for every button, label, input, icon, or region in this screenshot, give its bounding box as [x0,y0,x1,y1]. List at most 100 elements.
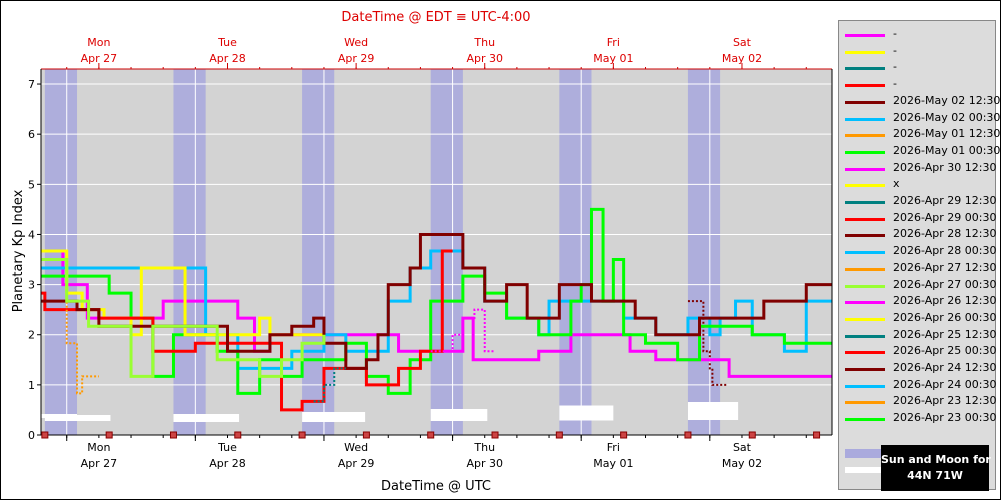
legend-swatch [845,251,885,255]
top-tick-day: Tue [217,36,237,49]
bottom-tick-day: Sat [733,441,752,454]
y-tick-label: 2 [28,329,35,342]
sun-moon-title: Sun and Moon for [881,453,991,466]
series-line [41,232,832,370]
legend-label: 2026-Apr 28 00:30 [893,244,997,258]
legend-label: 2026-Apr 27 00:30 [893,277,997,291]
legend-swatch [845,368,885,371]
y-tick-label: 4 [28,228,35,241]
bottom-marker [105,431,113,439]
legend-label: 2026-Apr 25 12:30 [893,327,997,341]
y-tick-label: 0 [28,429,35,442]
y-tick-label: 6 [28,128,35,141]
sun-moon-bar [687,402,739,420]
legend-label: 2026-Apr 27 12:30 [893,260,997,274]
top-tick-date: May 02 [722,52,762,65]
bottom-tick-day: Mon [87,441,110,454]
legend-label: 2026-Apr 28 12:30 [893,227,997,241]
bottom-tick-date: Apr 27 [81,457,118,470]
legend-swatch [845,100,885,104]
sun-moon-bar [173,414,240,422]
legend-label: - [893,43,897,57]
top-tick-day: Mon [87,36,110,49]
legend-label: 2026-Apr 29 12:30 [893,194,997,207]
bottom-tick-day: Thu [473,441,495,454]
legend-label: 2026-Apr 24 00:30 [893,377,997,391]
top-tick-date: Apr 29 [338,52,375,65]
legend-swatch [845,267,885,271]
sun-moon-bar [302,412,366,422]
night-band [173,69,206,435]
y-tick-label: 7 [28,78,35,91]
y-tick-label: 5 [28,178,35,191]
legend-label: 2026-Apr 26 00:30 [893,310,997,324]
legend: - - - - 2026-May 02 12:30 2026-May 02 00:30 20… [838,20,1000,490]
y-tick-label: 1 [28,379,35,392]
bottom-marker [684,431,692,439]
legend-swatch [845,418,885,422]
sun-moon-bar [44,415,111,421]
bottom-tick-date: Apr 28 [209,457,246,470]
legend-label: 2026-Apr 30 12:30 [893,160,997,174]
sun-moon-info-box: Sun and Moon for 44N 71W [881,445,991,491]
top-tick-date: Apr 27 [81,52,118,65]
top-tick-day: Fri [607,36,620,49]
sun-moon-bar [430,409,488,421]
legend-label: 2026-Apr 23 00:30 [893,411,997,425]
legend-label: 2026-Apr 26 12:30 [893,294,997,308]
bottom-marker [813,431,821,439]
legend-swatch [845,334,885,338]
bottom-marker [748,431,756,439]
series-line [41,258,326,378]
legend-swatch [845,184,885,188]
bottom-tick-date: May 01 [593,457,633,470]
night-band [559,69,592,435]
x-axis-label: DateTime @ UTC [381,479,491,494]
legend-label: x [893,177,900,191]
legend-label: 2026-Apr 29 00:30 [893,210,997,224]
sun-moon-location: 44N 71W [907,469,963,482]
bottom-marker [555,431,563,439]
y-axis-label: Planetary Kp Index [11,189,26,312]
bottom-tick-date: Apr 29 [338,457,375,470]
top-tick-day: Wed [344,36,368,49]
legend-swatch [845,234,885,238]
bottom-marker [427,431,435,439]
legend-night-band-swatch [845,449,885,458]
top-tick-date: Apr 28 [209,52,246,65]
legend-swatch [845,317,885,321]
bottom-tick-day: Wed [344,441,368,454]
series-line [430,308,496,353]
legend-label: 2026-Apr 25 00:30 [893,344,997,358]
legend-swatch [845,67,885,71]
bottom-marker [169,431,177,439]
legend-swatch [845,351,885,355]
legend-swatch [845,50,885,54]
legend-swatch [845,201,885,204]
chart-title: DateTime @ EDT ≡ UTC-4:00 [341,10,530,25]
top-tick-date: Apr 30 [466,52,503,65]
legend-swatch [845,167,885,171]
bottom-marker [620,431,628,439]
series-line [41,249,324,337]
top-tick-day: Sat [733,36,752,49]
legend-swatch [845,84,885,88]
legend-label: 2026-Apr 23 12:30 [893,394,997,408]
legend-label: 2026-May 02 12:30 [893,93,1001,107]
legend-swatch [845,150,885,154]
legend-label: - [893,60,897,74]
legend-swatch [845,284,885,288]
top-tick-date: May 01 [593,52,633,65]
bottom-marker [41,431,49,439]
legend-swatch [845,117,885,121]
legend-swatch [845,384,885,388]
legend-label: 2026-Apr 24 12:30 [893,361,997,374]
legend-swatch [845,301,885,305]
series-line [313,367,346,403]
bottom-tick-date: Apr 30 [466,457,503,470]
legend-label: - [893,77,897,91]
sun-moon-bar [559,405,614,421]
legend-label: 2026-May 01 12:30 [893,127,1001,141]
bottom-marker [298,431,306,439]
